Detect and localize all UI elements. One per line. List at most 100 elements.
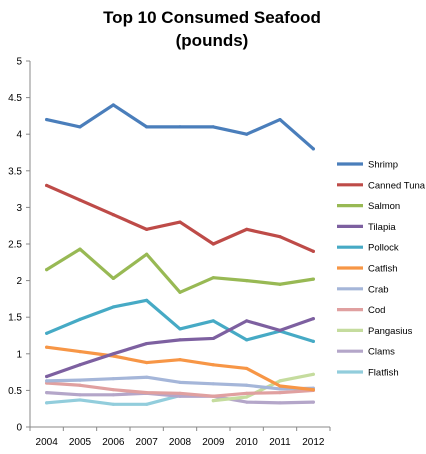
y-tick-label: 3 (16, 203, 22, 214)
data-point-clams (311, 400, 315, 404)
x-tick-label: 2012 (302, 437, 325, 448)
series-pangasius (211, 372, 315, 403)
legend-item: Cod (337, 305, 385, 316)
data-point-shrimp (145, 125, 149, 129)
series-crab (45, 375, 315, 391)
data-point-clams (111, 393, 115, 397)
data-point-canned-tuna (245, 227, 249, 231)
data-point-crab (278, 387, 282, 391)
data-point-canned-tuna (78, 198, 82, 202)
data-point-canned-tuna (178, 220, 182, 224)
y-tick-label: 1 (16, 349, 22, 360)
data-point-pollock (145, 298, 149, 302)
legend-label: Cod (368, 305, 385, 316)
data-point-catfish (211, 363, 215, 367)
legend-item: Pollock (337, 243, 399, 254)
data-point-tilapia (78, 363, 82, 367)
y-tick-label: 3.5 (8, 166, 22, 177)
data-point-crab (178, 380, 182, 384)
data-point-clams (278, 401, 282, 405)
data-point-shrimp (178, 125, 182, 129)
data-point-cod (245, 391, 249, 395)
data-point-pangasius (211, 399, 215, 403)
data-point-clams (245, 400, 249, 404)
x-tick-label: 2007 (136, 437, 159, 448)
data-point-catfish (145, 360, 149, 365)
legend-item: Crab (337, 284, 389, 295)
axes: 0 0.5 1 1.5 2 2.5 3 3.5 4 4.5 5 2004 2005 2006 2007 200… (8, 57, 331, 448)
data-point-canned-tuna (111, 213, 115, 217)
series-cod (45, 381, 315, 398)
data-point-canned-tuna (145, 227, 149, 231)
data-point-flatfish (78, 398, 82, 402)
series-line-canned-tuna (45, 183, 315, 253)
data-point-pollock (245, 338, 249, 342)
data-point-crab (245, 383, 249, 387)
data-point-catfish (245, 366, 249, 371)
data-point-cod (278, 390, 282, 395)
data-point-flatfish (45, 401, 49, 405)
x-tick-label: 2008 (169, 437, 192, 448)
series-shrimp (45, 103, 315, 151)
data-point-crab (211, 382, 215, 386)
data-point-pollock (211, 319, 215, 323)
data-point-canned-tuna (211, 242, 215, 246)
data-point-tilapia (111, 352, 115, 356)
series-layer (45, 103, 315, 406)
legend-item: Pangasius (337, 326, 413, 337)
series-canned-tuna (45, 183, 315, 253)
legend-item: Salmon (337, 201, 400, 212)
data-point-cod (145, 390, 149, 395)
y-tick-label: 0 (16, 423, 22, 434)
data-point-cod (111, 388, 115, 392)
legend-label: Pangasius (368, 326, 413, 337)
data-point-cod (211, 394, 215, 398)
data-point-tilapia (178, 338, 182, 342)
legend-item: Clams (337, 347, 395, 358)
data-point-salmon (211, 276, 215, 280)
data-point-catfish (78, 350, 82, 354)
legend-label: Canned Tuna (368, 180, 426, 191)
chart-title-line-1: Top 10 Consumed Seafood (103, 8, 321, 27)
series-line-salmon (45, 247, 315, 294)
data-point-shrimp (45, 117, 49, 122)
data-point-cod (178, 391, 182, 395)
x-tick-label: 2004 (36, 437, 59, 448)
data-point-tilapia (311, 317, 315, 321)
data-point-crab (45, 379, 49, 383)
legend-label: Clams (368, 347, 395, 358)
legend-label: Pollock (368, 243, 399, 254)
data-point-clams (78, 393, 82, 397)
series-pollock (45, 298, 315, 343)
data-point-flatfish (111, 402, 115, 406)
data-point-tilapia (45, 374, 49, 379)
y-tick-label: 0.5 (8, 386, 22, 397)
y-tick-label: 1.5 (8, 313, 22, 324)
y-tick-label: 2.5 (8, 240, 22, 251)
series-salmon (45, 247, 315, 294)
data-point-salmon (45, 268, 49, 272)
data-point-tilapia (278, 328, 282, 332)
data-point-canned-tuna (45, 183, 49, 188)
legend-label: Catfish (368, 264, 398, 275)
legend-item: Flatfish (337, 368, 399, 379)
data-point-tilapia (211, 336, 215, 341)
legend-item: Tilapia (337, 222, 396, 233)
data-point-salmon (311, 277, 315, 281)
y-tick-label: 5 (16, 57, 22, 68)
y-tick-label: 4 (16, 130, 22, 141)
legend-label: Shrimp (368, 160, 398, 171)
data-point-salmon (245, 279, 249, 283)
data-point-catfish (178, 358, 182, 362)
data-point-salmon (278, 282, 282, 286)
data-point-crab (111, 377, 115, 381)
x-tick-label: 2011 (269, 437, 291, 448)
data-point-pangasius (278, 379, 282, 383)
data-point-shrimp (245, 132, 249, 136)
legend-item: Shrimp (337, 160, 398, 171)
data-point-shrimp (278, 117, 282, 122)
legend-item: Catfish (337, 264, 398, 275)
y-tick-label: 2 (16, 276, 22, 287)
data-point-flatfish (145, 402, 149, 406)
